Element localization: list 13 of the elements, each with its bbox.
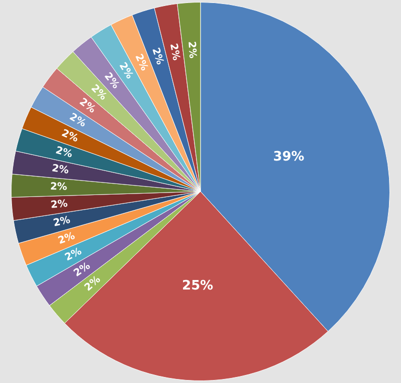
data-label: 2% xyxy=(52,214,72,230)
data-label: 25% xyxy=(182,278,214,294)
data-label: 2% xyxy=(167,42,182,62)
data-label: 39% xyxy=(273,150,304,165)
data-label: 2% xyxy=(132,52,150,73)
data-label: 2% xyxy=(50,163,70,177)
data-label: 2% xyxy=(50,198,68,211)
data-label: 2% xyxy=(186,41,198,59)
data-label: 2% xyxy=(56,230,76,247)
data-label: 2% xyxy=(54,145,74,160)
data-label: 2% xyxy=(60,128,80,145)
data-label: 2% xyxy=(50,181,68,193)
data-label: 2% xyxy=(150,46,166,66)
